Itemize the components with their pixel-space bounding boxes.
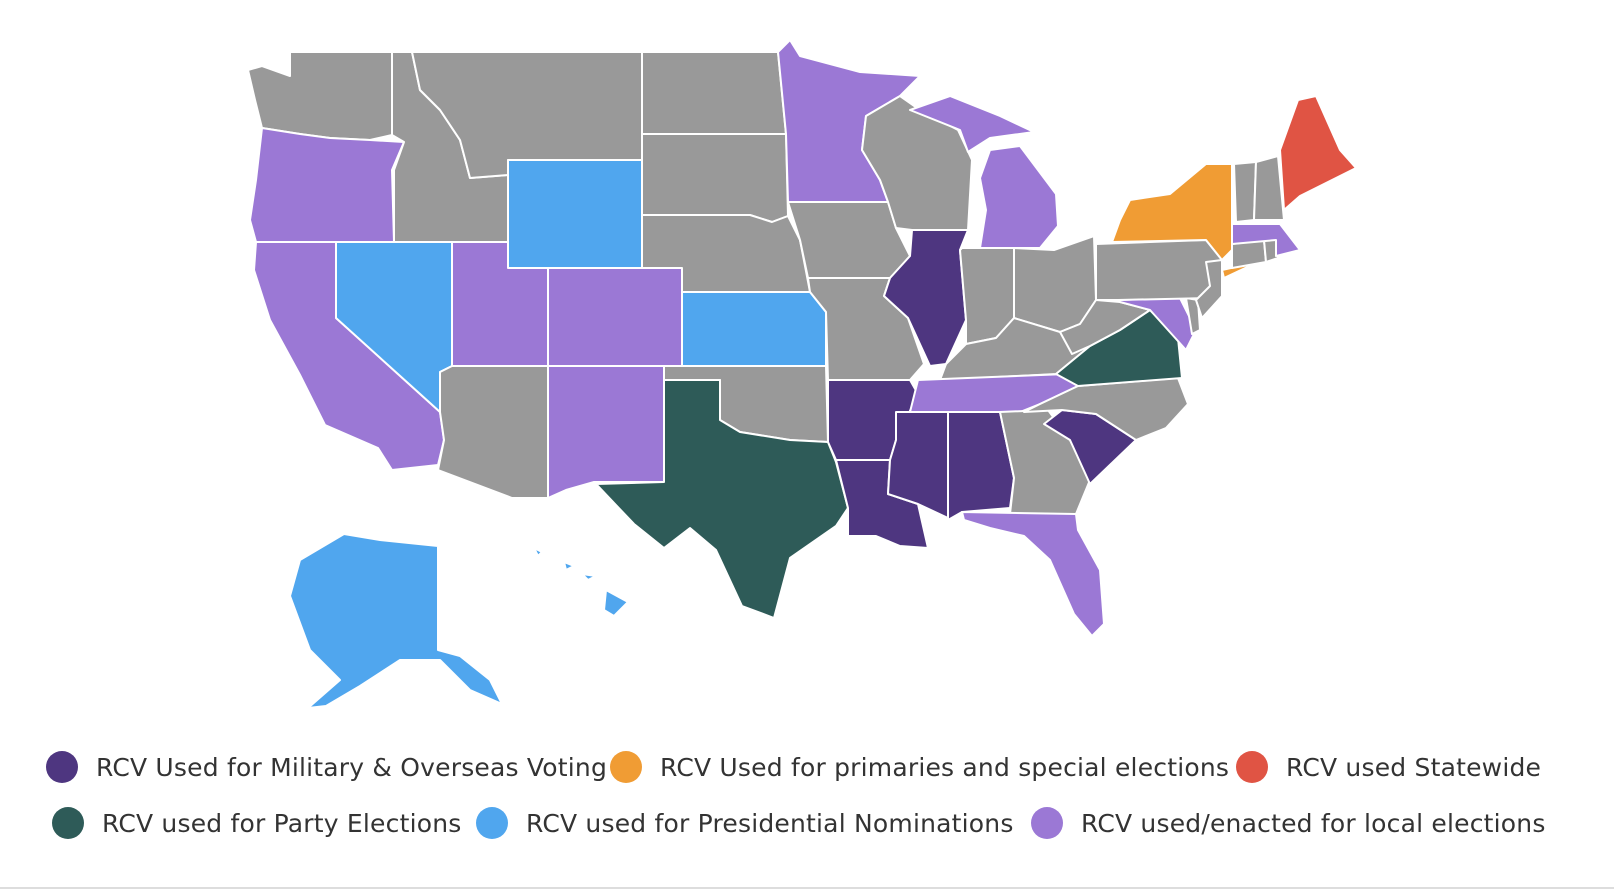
legend-item-local-elections: RCV used/enacted for local elections	[1031, 803, 1546, 843]
legend-swatch	[52, 807, 84, 839]
us-map-svg	[247, 39, 1357, 709]
state-arizona	[437, 365, 549, 499]
legend-swatch	[1031, 807, 1063, 839]
state-north-dakota	[641, 51, 787, 135]
legend-swatch	[46, 751, 78, 783]
state-texas	[595, 379, 849, 619]
state-florida	[961, 511, 1105, 637]
legend-label: RCV used for Party Elections	[102, 808, 462, 838]
state-georgia	[999, 409, 1091, 515]
legend-item-party-elections: RCV used for Party Elections	[52, 803, 462, 843]
legend-label: RCV Used for primaries and special elect…	[660, 752, 1230, 782]
legend-item-military-overseas: RCV Used for Military & Overseas Voting	[46, 747, 607, 787]
state-colorado	[547, 267, 683, 367]
state-hawaii	[533, 547, 629, 617]
state-south-dakota	[641, 133, 789, 223]
state-vermont	[1233, 161, 1257, 223]
legend-item-presidential-nominations: RCV used for Presidential Nominations	[476, 803, 1014, 843]
map-legend: RCV Used for Military & Overseas Voting …	[0, 750, 1614, 890]
state-new-hampshire	[1253, 155, 1285, 221]
state-oregon	[249, 127, 405, 243]
legend-label: RCV used for Presidential Nominations	[526, 808, 1014, 838]
legend-label: RCV Used for Military & Overseas Voting	[96, 752, 608, 782]
legend-item-primaries-special: RCV Used for primaries and special elect…	[610, 747, 1229, 787]
state-maryland	[1117, 297, 1197, 351]
state-wyoming	[507, 159, 643, 269]
state-alaska	[289, 533, 503, 709]
us-map	[247, 39, 1357, 709]
state-pennsylvania	[1095, 239, 1223, 301]
state-illinois	[883, 229, 969, 367]
state-washington	[247, 51, 393, 141]
state-kansas	[681, 291, 827, 367]
legend-item-statewide: RCV used Statewide	[1236, 747, 1541, 787]
legend-swatch	[610, 751, 642, 783]
legend-label: RCV used/enacted for local elections	[1081, 808, 1546, 838]
legend-label: RCV used Statewide	[1286, 752, 1542, 782]
bottom-divider	[0, 887, 1614, 889]
state-michigan	[909, 95, 1059, 249]
state-maine	[1279, 95, 1357, 211]
state-new-mexico	[547, 365, 665, 499]
legend-swatch	[1236, 751, 1268, 783]
legend-swatch	[476, 807, 508, 839]
state-massachusetts	[1231, 223, 1301, 257]
state-north-carolina	[1023, 377, 1189, 441]
